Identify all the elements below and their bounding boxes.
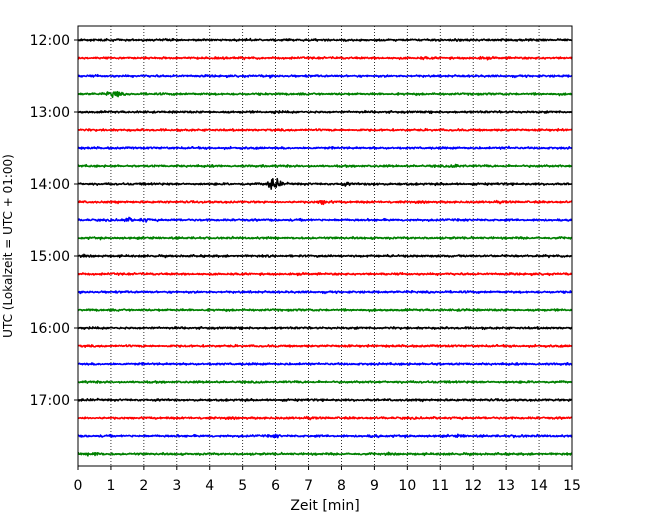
x-tick-label: 5 (238, 478, 247, 494)
x-tick-label: 12 (464, 478, 482, 494)
trace-row-1500 (77, 253, 573, 259)
trace-row-1400 (77, 177, 573, 190)
x-tick-label: 7 (304, 478, 313, 494)
x-tick-label: 2 (139, 478, 148, 494)
trace-row-1245 (77, 90, 573, 99)
trace-row-1715 (77, 415, 573, 421)
trace-row-1445 (77, 235, 573, 241)
trace-row-1730 (77, 433, 573, 439)
trace-row-1515 (77, 271, 573, 277)
y-tick-label: 14:00 (30, 177, 70, 193)
trace-row-1545 (77, 308, 573, 313)
y-axis-label: UTC (Lokalzeit = UTC + 01:00) (1, 154, 15, 338)
trace-rows (77, 37, 573, 457)
x-tick-label: 8 (337, 478, 346, 494)
plot-frame (77, 25, 573, 467)
trace-row-1315 (77, 127, 573, 133)
x-tick-label: 14 (530, 478, 548, 494)
y-tick-label: 15:00 (30, 249, 70, 265)
trace-row-1600 (77, 325, 573, 331)
trace-row-1200 (77, 37, 573, 43)
x-tick-label: 10 (398, 478, 416, 494)
x-tick-label: 3 (172, 478, 181, 494)
trace-row-1700 (77, 397, 573, 403)
y-axis-ticks: 12:00 13:00 14:00 15:00 16:00 17:00 (30, 33, 78, 409)
y-tick-label: 12:00 (30, 33, 70, 49)
x-tick-label: 0 (74, 478, 83, 494)
trace-row-1530 (77, 289, 573, 295)
trace-row-1230 (77, 73, 573, 79)
x-tick-label: 15 (563, 478, 581, 494)
trace-row-1415 (77, 199, 573, 206)
x-axis-ticks: 0 1 2 3 4 5 6 7 8 9 10 11 12 13 14 15 (74, 466, 581, 494)
trace-row-1645 (77, 379, 573, 385)
y-tick-label: 17:00 (30, 393, 70, 409)
trace-row-1745 (77, 451, 573, 457)
x-tick-label: 9 (370, 478, 379, 494)
y-tick-label: 16:00 (30, 321, 70, 337)
plot-background (78, 26, 572, 466)
trace-row-1330 (77, 145, 573, 151)
trace-row-1215 (77, 55, 573, 61)
trace-row-1300 (77, 109, 573, 115)
trace-row-1345 (77, 163, 573, 169)
trace-row-1430 (77, 216, 573, 223)
x-tick-label: 6 (271, 478, 280, 494)
grid-lines (110, 26, 540, 466)
x-tick-label: 1 (106, 478, 115, 494)
trace-row-1630 (77, 361, 573, 367)
x-tick-label: 13 (497, 478, 515, 494)
x-tick-label: 11 (431, 478, 449, 494)
trace-row-1615 (77, 343, 573, 349)
x-axis-label: Zeit [min] (290, 498, 359, 514)
y-tick-label: 13:00 (30, 105, 70, 121)
x-tick-label: 4 (205, 478, 214, 494)
